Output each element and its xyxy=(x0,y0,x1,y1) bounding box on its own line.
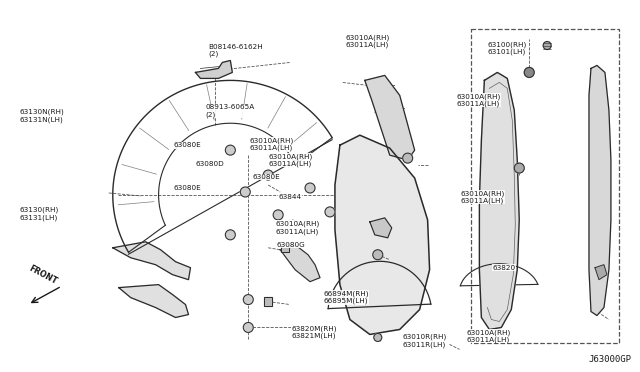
Circle shape xyxy=(243,295,253,305)
Polygon shape xyxy=(365,76,415,160)
Text: 63010A(RH)
63011A(LH): 63010A(RH) 63011A(LH) xyxy=(269,153,313,167)
Circle shape xyxy=(524,67,534,77)
Polygon shape xyxy=(280,245,320,282)
Text: 63130(RH)
63131(LH): 63130(RH) 63131(LH) xyxy=(19,207,58,221)
Bar xyxy=(472,29,619,343)
Circle shape xyxy=(374,333,382,341)
Text: 63080D: 63080D xyxy=(196,161,225,167)
Circle shape xyxy=(325,207,335,217)
Text: 63080G: 63080G xyxy=(276,241,305,247)
Text: 63080E: 63080E xyxy=(173,142,201,148)
Circle shape xyxy=(543,42,551,49)
Text: 63010R(RH)
63011R(LH): 63010R(RH) 63011R(LH) xyxy=(403,334,447,348)
Text: 63820M(RH)
63821M(LH): 63820M(RH) 63821M(LH) xyxy=(291,326,337,339)
Polygon shape xyxy=(335,135,429,334)
Text: 63010A(RH)
63011A(LH): 63010A(RH) 63011A(LH) xyxy=(467,329,511,343)
Circle shape xyxy=(240,187,250,197)
Polygon shape xyxy=(195,61,232,78)
Text: FRONT: FRONT xyxy=(27,264,58,286)
Text: 66894M(RH)
66895M(LH): 66894M(RH) 66895M(LH) xyxy=(323,290,369,304)
Circle shape xyxy=(373,250,383,260)
Polygon shape xyxy=(479,73,519,330)
Polygon shape xyxy=(595,265,607,280)
Circle shape xyxy=(273,210,283,220)
Text: 63820: 63820 xyxy=(492,264,515,270)
Circle shape xyxy=(225,230,236,240)
Text: 08913-6065A
(2): 08913-6065A (2) xyxy=(205,105,255,118)
Text: 63010A(RH)
63011A(LH): 63010A(RH) 63011A(LH) xyxy=(346,35,390,48)
Polygon shape xyxy=(119,285,189,318)
Circle shape xyxy=(403,153,413,163)
Polygon shape xyxy=(589,65,611,315)
Text: B08146-6162H
(2): B08146-6162H (2) xyxy=(209,44,263,58)
Text: 63010A(RH)
63011A(LH): 63010A(RH) 63011A(LH) xyxy=(250,138,294,151)
Circle shape xyxy=(243,323,253,333)
Text: J63000GP: J63000GP xyxy=(588,355,631,364)
Circle shape xyxy=(515,163,524,173)
Text: 63080E: 63080E xyxy=(173,185,201,191)
Circle shape xyxy=(305,183,315,193)
Polygon shape xyxy=(113,242,191,280)
Text: 63844: 63844 xyxy=(278,194,301,200)
Text: 63010A(RH)
63011A(LH): 63010A(RH) 63011A(LH) xyxy=(275,221,319,234)
Circle shape xyxy=(263,170,273,180)
Text: 63080E: 63080E xyxy=(252,174,280,180)
Text: 63100(RH)
63101(LH): 63100(RH) 63101(LH) xyxy=(487,41,526,55)
Text: 63010A(RH)
63011A(LH): 63010A(RH) 63011A(LH) xyxy=(456,93,500,107)
Circle shape xyxy=(225,145,236,155)
Polygon shape xyxy=(370,218,392,238)
Text: 63010A(RH)
63011A(LH): 63010A(RH) 63011A(LH) xyxy=(460,190,504,204)
Text: 63130N(RH)
63131N(LH): 63130N(RH) 63131N(LH) xyxy=(19,109,64,123)
